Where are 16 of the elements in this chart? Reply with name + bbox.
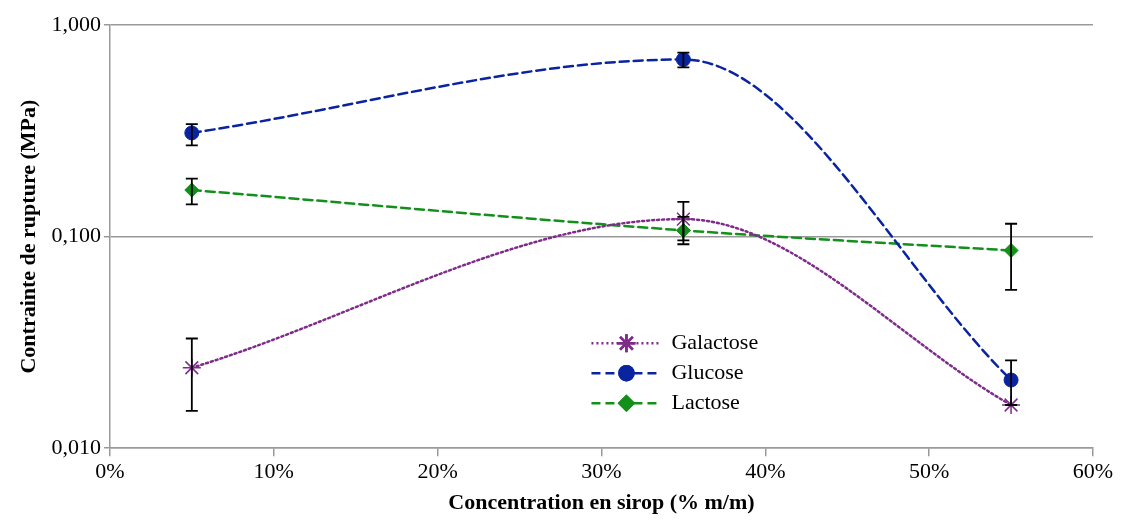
x-tick-label: 60% [1072, 458, 1114, 484]
y-tick-label: 1,000 [51, 10, 101, 36]
x-axis-title: Concentration en sirop (% m/m) [448, 489, 755, 515]
x-tick-label: 50% [908, 458, 950, 484]
x-tick-label: 30% [581, 458, 622, 484]
legend-label: Glucose [671, 358, 744, 384]
y-axis-title: Contrainte de rupture (MPa) [14, 99, 40, 374]
y-tick-label: 0,100 [51, 222, 101, 248]
x-tick-label: 20% [417, 458, 458, 484]
x-tick-label: 10% [253, 458, 294, 484]
legend-label: Galactose [671, 328, 759, 354]
x-tick-label: 0% [95, 458, 125, 484]
legend-label: Lactose [671, 388, 740, 414]
point [1001, 395, 1021, 415]
y-tick-label: 0,010 [51, 433, 101, 459]
x-tick-label: 40% [745, 458, 786, 484]
